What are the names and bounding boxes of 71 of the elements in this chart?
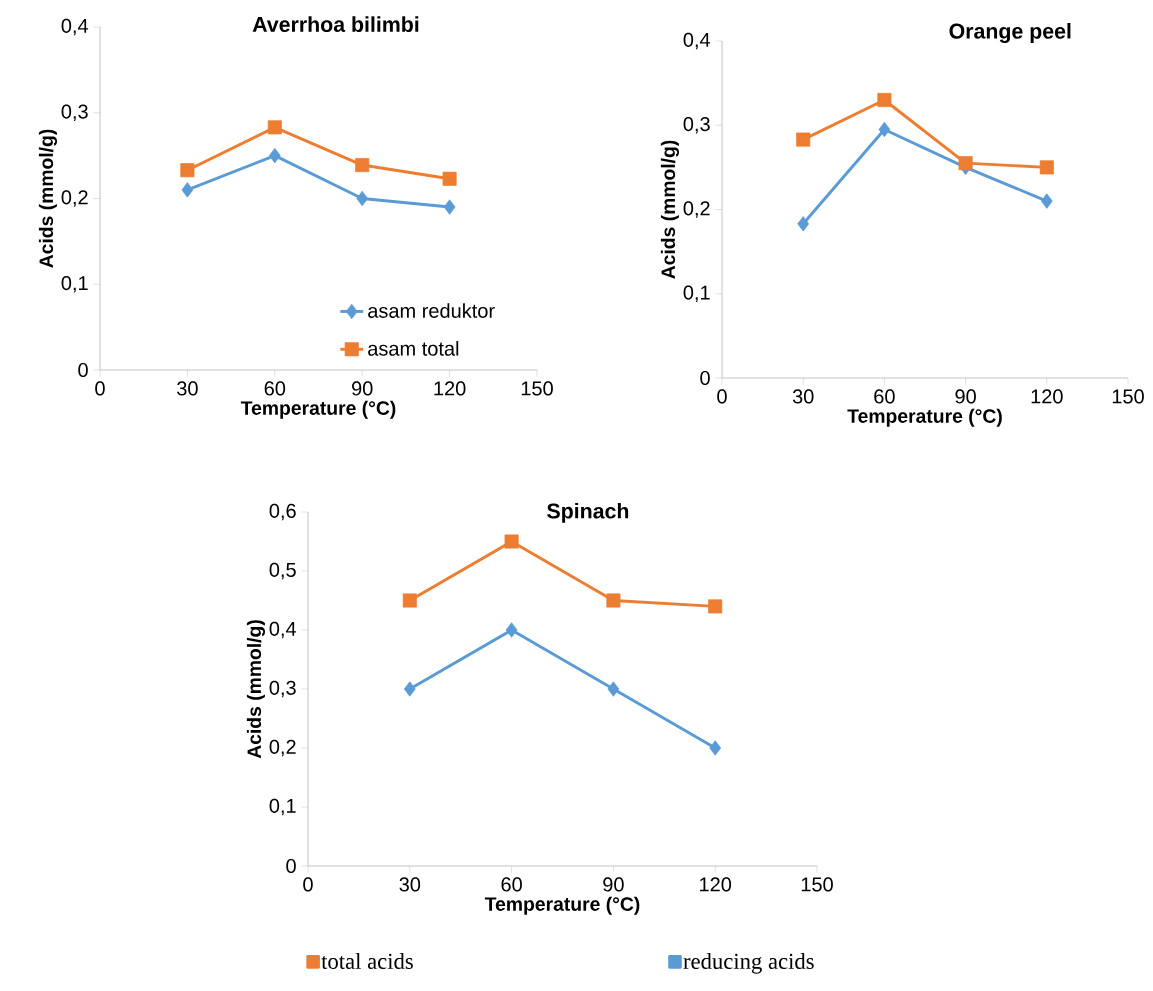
x-tick-label: 120 [700,877,732,892]
point [708,599,723,614]
y-tick-label: 0 [78,362,88,378]
point [442,171,457,186]
x-tick-label: 0 [717,389,727,404]
x-tick-label: 30 [399,877,421,892]
point [403,681,416,697]
x-tick-label: 60 [874,389,895,404]
x-axis-title: Temperature (°C) [484,896,640,915]
point [402,593,417,608]
point [504,534,519,549]
chart-title: Orange peel [949,23,1071,43]
y-tick-label: 0,4 [61,18,89,36]
y-tick-label: 0,2 [61,190,88,207]
y-tick-label: 0,3 [269,680,296,698]
x-tick-label: 150 [801,877,833,892]
point [180,163,195,178]
point [268,147,281,164]
point [1040,193,1053,209]
legend-label: asam reduktor [368,303,495,318]
x-tick-label: 0 [95,381,105,396]
y-tick-label: 0,1 [683,285,710,302]
y-tick-label: 0,3 [61,104,88,122]
x-tick-label: 90 [352,381,373,396]
chart-title: Averrhoa bilimbi [252,16,419,32]
x-axis-title: Temperature (°C) [847,408,1002,427]
y-tick-label: 0,4 [683,32,711,50]
y-axis-title: Acids (mmol/g) [660,140,680,279]
point [606,593,621,608]
point [958,156,973,171]
point [877,92,892,107]
x-tick-label: 60 [501,877,522,892]
legend-label: asam total [368,341,459,356]
point [505,622,518,638]
x-tick-label: 90 [955,389,976,404]
x-tick-label: 150 [1112,389,1144,404]
x-tick-label: 0 [303,877,313,892]
x-tick-label: 30 [792,389,814,404]
legend-label: total acids [321,953,413,969]
y-tick-label: 0,1 [61,275,88,293]
point [709,740,722,756]
point [267,120,282,135]
legend-label: reducing acids [683,953,814,974]
point [443,199,456,215]
point [355,158,370,173]
point [1039,160,1054,175]
x-tick-label: 30 [177,381,198,396]
y-tick-label: 0,2 [683,201,710,218]
point [797,216,810,232]
point [181,182,194,198]
chart-title: Spinach [547,502,629,523]
x-tick-label: 60 [264,381,286,396]
y-axis-title: Acids (mmol/g) [246,620,266,759]
x-axis-title: Temperature (°C) [240,400,396,419]
y-tick-label: 0 [700,370,710,386]
y-tick-label: 0,6 [269,503,296,521]
y-tick-label: 0 [286,858,296,874]
x-tick-label: 90 [603,877,624,892]
y-tick-label: 0,1 [269,798,296,816]
y-axis-title: Acids (mmol/g) [38,129,58,268]
y-tick-label: 0,5 [269,562,296,580]
y-tick-label: 0,3 [683,116,710,134]
x-tick-label: 120 [1031,389,1063,404]
point [796,132,811,147]
point [607,681,620,697]
point [356,190,369,207]
x-tick-label: 120 [434,381,466,396]
point [878,121,891,138]
y-tick-label: 0,4 [269,621,297,639]
x-tick-label: 150 [521,381,553,396]
y-tick-label: 0,2 [269,739,296,757]
